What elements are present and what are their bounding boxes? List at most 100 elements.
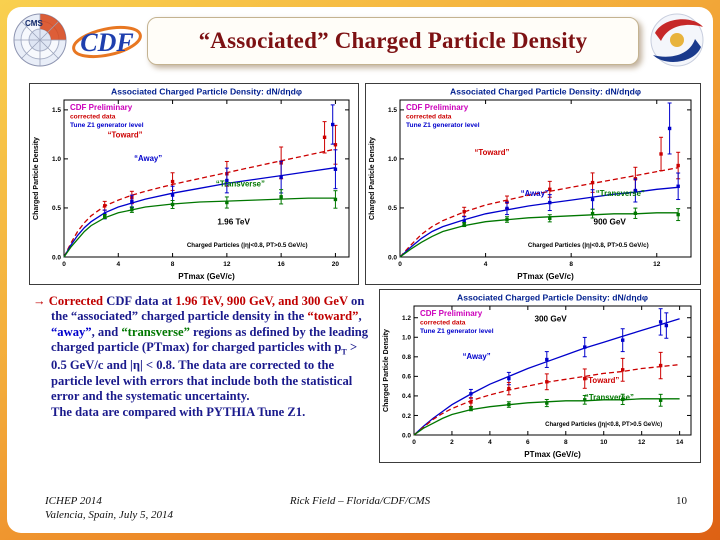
footer-author: Rick Field – Florida/CDF/CMS	[289, 495, 431, 507]
series-line-away	[413, 318, 680, 436]
x-tick-label: 4	[488, 439, 492, 446]
cdf-logo: CDF	[69, 15, 145, 67]
conference-logo-graphic	[650, 13, 704, 67]
annotation: 1.96 TeV	[217, 218, 250, 227]
y-axis-label: Charged Particle Density	[369, 137, 376, 220]
series-line-toward	[63, 148, 336, 258]
annotation: “Toward”	[584, 376, 619, 385]
text-segment: The data are compared with PYTHIA Tune Z…	[51, 405, 306, 420]
watermark: Tune Z1 generator level	[406, 122, 480, 129]
annotation: Charged Particles (|η|<0.8, PT>0.5 GeV/c…	[528, 242, 649, 249]
annotation: “Toward”	[475, 148, 510, 157]
text-segment: 1.96 TeV, 900 GeV, and 300 GeV	[175, 294, 352, 308]
slide-title: “Associated” Charged Particle Density	[198, 28, 588, 53]
plot-frame	[399, 99, 692, 258]
annotation: Charged Particles (|η|<0.8, PT>0.5 GeV/c…	[187, 242, 308, 249]
y-tick-label: 1.0	[52, 156, 61, 163]
chart-svg: Associated Charged Particle Density: dN/…	[33, 87, 350, 281]
y-tick-label: 0.5	[52, 205, 61, 212]
annotation: “Transverse”	[596, 189, 645, 198]
series-line-away	[399, 186, 679, 258]
text-segment: on the “associated” charged particle den…	[51, 294, 365, 324]
text-segment: Corrected	[48, 294, 107, 308]
conference-logo	[641, 11, 711, 69]
watermark: corrected data	[420, 320, 466, 327]
footer-conference-line2: Valencia, Spain, July 5, 2014	[45, 508, 174, 521]
body-paragraph: The data are compared with PYTHIA Tune Z…	[33, 405, 375, 420]
text-segment: T	[341, 347, 347, 357]
text-segment: ,	[358, 309, 362, 324]
text-segment: “toward”	[307, 309, 359, 324]
annotation: Charged Particles (|η|<0.8, PT>0.5 GeV/c…	[545, 422, 662, 428]
body-text: → Corrected CDF data at 1.96 TeV, 900 Ge…	[33, 294, 375, 421]
watermark: corrected data	[70, 114, 116, 121]
x-tick-label: 2	[450, 439, 454, 446]
plot-frame	[63, 99, 350, 258]
text-segment: CDF data at	[106, 294, 176, 308]
chart-900-gev: Associated Charged Particle Density: dN/…	[365, 83, 701, 285]
text-segment: “transverse”	[121, 324, 190, 339]
chart-title: Associated Charged Particle Density: dN/…	[457, 293, 648, 303]
cdf-logo-graphic: CDF	[72, 25, 142, 59]
text-segment: →	[33, 294, 49, 308]
series-line-toward	[413, 363, 680, 436]
watermark: Tune Z1 generator level	[70, 122, 144, 129]
x-axis-label: PTmax (GeV/c)	[524, 450, 581, 459]
annotation: “Transverse”	[216, 179, 265, 188]
x-tick-label: 6	[526, 439, 530, 446]
text-segment: , and	[91, 324, 122, 339]
y-tick-label: 0.0	[402, 432, 411, 439]
y-tick-label: 0.6	[402, 374, 411, 381]
x-tick-label: 16	[278, 261, 286, 268]
annotation: “Toward”	[108, 130, 143, 139]
annotation: “Away”	[463, 352, 491, 361]
annotation: “Away”	[134, 154, 162, 163]
annotation: 900 GeV	[594, 218, 627, 227]
series-line-transverse	[413, 398, 680, 436]
series-line-transverse	[63, 197, 336, 258]
x-tick-label: 4	[116, 261, 120, 268]
x-tick-label: 12	[638, 439, 646, 446]
y-tick-label: 1.2	[402, 315, 411, 322]
x-axis-label: PTmax (GeV/c)	[517, 272, 574, 281]
watermark: CDF Preliminary	[420, 309, 483, 318]
x-tick-label: 12	[223, 261, 231, 268]
slide-footer: ICHEP 2014 Valencia, Spain, July 5, 2014…	[7, 495, 713, 529]
x-tick-label: 8	[564, 439, 568, 446]
y-tick-label: 0.2	[402, 413, 411, 420]
chart-title: Associated Charged Particle Density: dN/…	[111, 87, 302, 97]
x-tick-label: 0	[412, 439, 416, 446]
cdf-logo-text: CDF	[80, 28, 133, 57]
body-paragraph: → Corrected CDF data at 1.96 TeV, 900 Ge…	[33, 294, 375, 404]
annotation: 300 GeV	[534, 315, 567, 324]
y-axis-label: Charged Particle Density	[33, 137, 40, 220]
y-tick-label: 1.0	[402, 335, 411, 342]
text-segment: regions as defined by the leading charge…	[51, 324, 369, 355]
x-tick-label: 4	[484, 261, 488, 268]
y-axis-label: Charged Particle Density	[383, 329, 390, 412]
y-tick-label: 0.0	[388, 254, 397, 261]
cms-logo-graphic: CMS	[13, 13, 67, 67]
watermark: CDF Preliminary	[406, 103, 469, 112]
y-tick-label: 1.5	[52, 107, 61, 114]
x-tick-label: 14	[676, 439, 684, 446]
watermark: corrected data	[406, 114, 452, 121]
chart-300-gev: Associated Charged Particle Density: dN/…	[379, 289, 701, 463]
series-line-away	[63, 167, 336, 258]
y-tick-label: 0.4	[402, 393, 411, 400]
annotation: “Away”	[521, 189, 549, 198]
footer-conference-line1: ICHEP 2014	[45, 495, 102, 507]
chart-svg: Associated Charged Particle Density: dN/…	[369, 87, 692, 281]
x-tick-label: 20	[332, 261, 340, 268]
page-number: 10	[676, 495, 687, 507]
y-tick-label: 0.8	[402, 354, 411, 361]
text-segment: > 0.5 GeV/c and |η| < 0.8. The data are …	[51, 340, 358, 403]
x-tick-label: 8	[171, 261, 175, 268]
annotation: “Transverse”	[585, 393, 634, 402]
series-line-toward	[399, 167, 679, 258]
x-axis-label: PTmax (GeV/c)	[178, 272, 235, 281]
y-tick-label: 1.0	[388, 156, 397, 163]
x-tick-label: 0	[62, 261, 66, 268]
chart-title: Associated Charged Particle Density: dN/…	[450, 87, 641, 97]
